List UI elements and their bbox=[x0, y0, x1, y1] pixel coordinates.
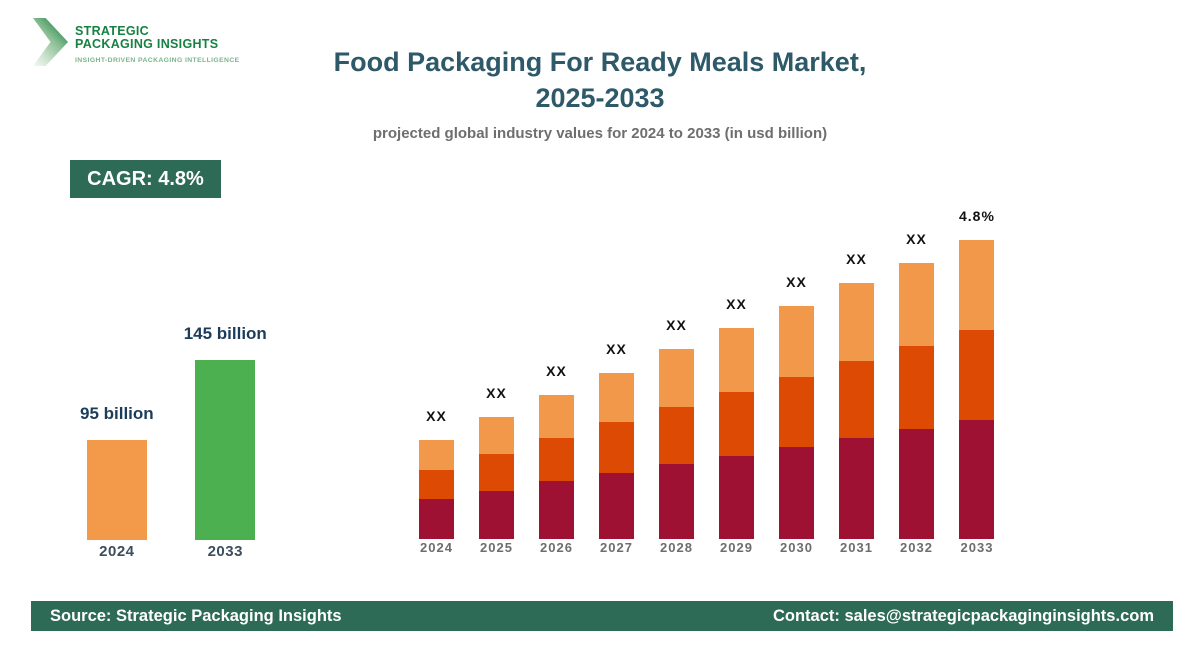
segment-middle bbox=[959, 330, 995, 420]
segment-top bbox=[959, 240, 995, 330]
bar-column-2033: 4.8% 2033 bbox=[959, 208, 995, 555]
segment-bottom bbox=[539, 481, 574, 539]
header: Food Packaging For Ready Meals Market, 2… bbox=[0, 44, 1200, 142]
source-text: Source: Strategic Packaging Insights bbox=[50, 606, 342, 625]
segment-bottom bbox=[659, 464, 694, 539]
bar-value-label-2032: XX bbox=[906, 231, 927, 247]
cagr-badge: CAGR: 4.8% bbox=[70, 160, 221, 198]
bar-stack-2033 bbox=[959, 240, 995, 539]
logo-line2: PACKAGING INSIGHTS bbox=[75, 37, 219, 51]
axis-label-2029: 2029 bbox=[720, 540, 753, 555]
bar-stack-2027 bbox=[599, 373, 634, 539]
axis-label-2032: 2032 bbox=[900, 540, 933, 555]
bar-column-2028: XX 2028 bbox=[659, 317, 694, 555]
segment-bottom bbox=[479, 491, 514, 539]
bar-value-label-2024: XX bbox=[426, 408, 447, 424]
bar-column-2030: XX 2030 bbox=[779, 274, 814, 555]
segment-middle bbox=[779, 377, 814, 447]
segment-middle bbox=[839, 361, 874, 438]
segment-bottom bbox=[899, 429, 934, 539]
bar-stack-2029 bbox=[719, 328, 754, 539]
segment-top bbox=[719, 328, 754, 392]
segment-top bbox=[419, 440, 454, 470]
logo-tagline: INSIGHT-DRIVEN PACKAGING INTELLIGENCE bbox=[75, 57, 240, 64]
logo: STRATEGIC PACKAGING INSIGHTS INSIGHT-DRI… bbox=[33, 18, 240, 66]
axis-label-2033: 2033 bbox=[960, 540, 994, 555]
segment-bottom bbox=[599, 473, 634, 539]
bar-stack-2031 bbox=[839, 283, 874, 539]
bar-value-label-2033: 4.8% bbox=[959, 208, 995, 224]
segment-top bbox=[659, 349, 694, 407]
segment-top bbox=[479, 417, 514, 454]
segment-bottom bbox=[719, 456, 754, 539]
segment-bottom bbox=[779, 447, 814, 539]
page-title: Food Packaging For Ready Meals Market, 2… bbox=[0, 44, 1200, 116]
segment-middle bbox=[719, 392, 754, 456]
bar-column-2024: XX 2024 bbox=[419, 408, 454, 555]
bar-stack-2024 bbox=[419, 440, 454, 539]
segment-bottom bbox=[959, 420, 995, 539]
segment-top bbox=[899, 263, 934, 346]
bar-column-2027: XX 2027 bbox=[599, 341, 634, 555]
axis-label-2031: 2031 bbox=[840, 540, 873, 555]
bar-column-2025: XX 2025 bbox=[479, 385, 514, 555]
axis-label-2028: 2028 bbox=[660, 540, 693, 555]
segment-bottom bbox=[839, 438, 874, 539]
logo-text: STRATEGIC PACKAGING INSIGHTS INSIGHT-DRI… bbox=[75, 18, 240, 65]
segment-top bbox=[839, 283, 874, 361]
bar-value-label-2028: XX bbox=[666, 317, 687, 333]
mini-axis-label-2033: 2033 bbox=[207, 543, 243, 560]
highlight-bar-chart: 95 billion 2024 145 billion 2033 bbox=[80, 324, 267, 562]
segment-top bbox=[539, 395, 574, 438]
bar-value-label-2025: XX bbox=[486, 385, 507, 401]
mini-bar-value-label: 145 billion bbox=[183, 324, 267, 343]
bar-value-label-2026: XX bbox=[546, 363, 567, 379]
axis-label-2024: 2024 bbox=[420, 540, 453, 555]
bar-value-label-2031: XX bbox=[846, 251, 867, 267]
bar-stack-2030 bbox=[779, 306, 814, 539]
stacked-bar-chart: XX 2024 XX 2025 XX 2026 XX 2027 XX 2028 XX 2029 XX 20… bbox=[419, 208, 995, 555]
axis-label-2027: 2027 bbox=[600, 540, 633, 555]
mini-bar-column-2033: 145 billion 2033 bbox=[184, 324, 267, 562]
mini-axis-label-2024: 2024 bbox=[99, 543, 135, 560]
bar-column-2029: XX 2029 bbox=[719, 296, 754, 555]
segment-middle bbox=[539, 438, 574, 481]
segment-bottom bbox=[419, 499, 454, 539]
axis-label-2026: 2026 bbox=[540, 540, 573, 555]
page-subtitle: projected global industry values for 202… bbox=[372, 125, 828, 142]
mini-bar-2033 bbox=[195, 360, 256, 540]
segment-middle bbox=[479, 454, 514, 491]
bar-stack-2025 bbox=[479, 417, 514, 539]
axis-label-2025: 2025 bbox=[480, 540, 513, 555]
bar-stack-2032 bbox=[899, 263, 934, 539]
contact-text: Contact: sales@strategicpackaginginsight… bbox=[772, 606, 1154, 625]
mini-bar-value-label: 95 billion bbox=[80, 404, 154, 423]
bar-column-2031: XX 2031 bbox=[839, 251, 874, 555]
mini-bar-2024 bbox=[86, 440, 147, 540]
segment-middle bbox=[599, 422, 634, 473]
segment-middle bbox=[419, 470, 454, 499]
segment-top bbox=[779, 306, 814, 377]
page-title-line2: 2025-2033 bbox=[535, 83, 665, 113]
bar-stack-2028 bbox=[659, 349, 694, 539]
bar-column-2032: XX 2032 bbox=[899, 231, 934, 555]
page-title-line1: Food Packaging For Ready Meals Market, bbox=[333, 47, 867, 77]
segment-middle bbox=[899, 346, 934, 429]
segment-top bbox=[599, 373, 634, 422]
bar-value-label-2027: XX bbox=[606, 341, 627, 357]
bar-stack-2026 bbox=[539, 395, 574, 539]
axis-label-2030: 2030 bbox=[780, 540, 813, 555]
bar-column-2026: XX 2026 bbox=[539, 363, 574, 555]
mini-bar-column-2024: 95 billion 2024 bbox=[80, 404, 154, 562]
bar-value-label-2030: XX bbox=[786, 274, 807, 290]
bar-value-label-2029: XX bbox=[726, 296, 747, 312]
segment-middle bbox=[659, 407, 694, 464]
logo-line1: STRATEGIC bbox=[75, 24, 149, 38]
footer-bar: Source: Strategic Packaging Insights Con… bbox=[31, 601, 1173, 631]
